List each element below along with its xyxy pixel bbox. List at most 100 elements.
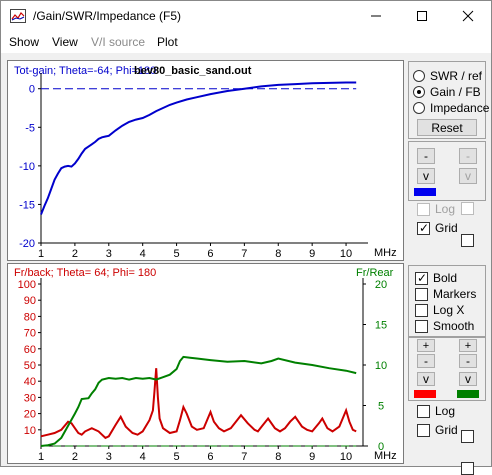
bottom-right-down-button[interactable]: v bbox=[459, 372, 477, 386]
gain-y-tick-label: -15 bbox=[19, 199, 35, 211]
logx-checkbox[interactable] bbox=[415, 303, 428, 317]
impedance-label: Impedance bbox=[430, 101, 490, 115]
gain-x-tick-label: 10 bbox=[340, 248, 352, 260]
minimize-icon bbox=[371, 15, 381, 17]
close-icon bbox=[462, 10, 474, 22]
minimize-button[interactable] bbox=[353, 1, 399, 31]
gain-label: Gain / FB bbox=[430, 85, 481, 99]
fb-plot[interactable]: Fr/back; Theta= 64; Phi= 180 Fr/Rear MHz… bbox=[7, 263, 404, 464]
gain-y-tick-label: 0 bbox=[29, 84, 35, 96]
smooth-toggle[interactable]: Smooth bbox=[415, 319, 474, 333]
fb-x-tick-label: 4 bbox=[140, 451, 146, 463]
fb-left-tick-label: 20 bbox=[24, 409, 36, 421]
swr-radio[interactable] bbox=[413, 70, 425, 82]
fb-x-tick-label: 7 bbox=[241, 451, 247, 463]
bottom-grid-right-checkbox[interactable] bbox=[461, 462, 474, 475]
fb-x-tick-label: 2 bbox=[72, 451, 78, 463]
app-icon bbox=[10, 9, 26, 23]
menu-bar: Show View V/I source Plot bbox=[1, 31, 491, 53]
top-right-down-button[interactable]: v bbox=[459, 168, 477, 184]
logx-label: Log X bbox=[433, 303, 465, 317]
bold-label: Bold bbox=[433, 271, 458, 285]
top-grid-right-checkbox[interactable] bbox=[461, 234, 474, 247]
menu-vi-source[interactable]: V/I source bbox=[91, 35, 146, 49]
bottom-right-color-swatch[interactable] bbox=[457, 390, 479, 398]
close-button[interactable] bbox=[445, 1, 491, 31]
bottom-left-down-button[interactable]: v bbox=[417, 372, 435, 386]
top-log-right-checkbox[interactable] bbox=[461, 202, 474, 215]
fr-rear-series-line bbox=[40, 355, 357, 447]
top-left-color-swatch[interactable] bbox=[414, 188, 436, 196]
bottom-grid-toggle[interactable]: Grid bbox=[417, 423, 458, 437]
options-panel: Bold Markers Log X Smooth bbox=[408, 265, 486, 337]
top-log-checkbox[interactable] bbox=[417, 202, 430, 216]
fb-x-tick-label: 5 bbox=[174, 451, 180, 463]
smooth-checkbox[interactable] bbox=[415, 319, 428, 333]
markers-checkbox[interactable] bbox=[415, 287, 428, 301]
reset-button[interactable]: Reset bbox=[417, 119, 477, 136]
fb-right-tick-label: 20 bbox=[375, 279, 387, 291]
maximize-icon bbox=[417, 11, 427, 21]
menu-plot[interactable]: Plot bbox=[157, 35, 178, 49]
fb-left-tick-label: 80 bbox=[24, 311, 36, 323]
gain-radio[interactable] bbox=[413, 86, 425, 98]
top-log-toggle[interactable]: Log bbox=[417, 202, 455, 216]
gain-x-tick-label: 9 bbox=[309, 248, 315, 260]
gain-chart: Tot-gain; Theta=-64; Phi=180 bev80_basic… bbox=[14, 65, 397, 260]
fb-left-tick-label: 10 bbox=[24, 425, 36, 437]
bold-checkbox[interactable] bbox=[415, 271, 428, 285]
mode-gain[interactable]: Gain / FB bbox=[413, 85, 481, 99]
file-label: bev80_basic_sand.out bbox=[134, 65, 252, 77]
gain-x-tick-label: 3 bbox=[106, 248, 112, 260]
gain-plot[interactable]: Tot-gain; Theta=-64; Phi=180 bev80_basic… bbox=[7, 60, 404, 261]
fb-x-tick-label: 1 bbox=[38, 451, 44, 463]
fb-right-tick-label: 15 bbox=[375, 320, 387, 332]
top-scale-panel: - - v v bbox=[408, 141, 486, 201]
fb-left-tick-label: 70 bbox=[24, 328, 36, 340]
bold-toggle[interactable]: Bold bbox=[415, 271, 457, 285]
maximize-button[interactable] bbox=[399, 1, 445, 31]
top-right-minus-button[interactable]: - bbox=[459, 148, 477, 164]
markers-toggle[interactable]: Markers bbox=[415, 287, 476, 301]
gain-y-tick-label: -10 bbox=[19, 161, 35, 173]
top-left-minus-button[interactable]: - bbox=[417, 148, 435, 164]
fb-left-tick-label: 60 bbox=[24, 344, 36, 356]
top-left-down-button[interactable]: v bbox=[417, 168, 435, 184]
logx-toggle[interactable]: Log X bbox=[415, 303, 464, 317]
mode-impedance[interactable]: Impedance bbox=[413, 101, 489, 115]
fb-chart: Fr/back; Theta= 64; Phi= 180 Fr/Rear MHz… bbox=[14, 267, 397, 463]
top-grid-label: Grid bbox=[435, 221, 458, 235]
bottom-log-toggle[interactable]: Log bbox=[417, 404, 455, 418]
gain-x-tick-label: 2 bbox=[72, 248, 78, 260]
fb-x-unit: MHz bbox=[374, 450, 397, 462]
bottom-log-right-checkbox[interactable] bbox=[461, 430, 474, 443]
fb-plot-caption: Fr/back; Theta= 64; Phi= 180 bbox=[14, 267, 156, 279]
fb-left-tick-label: 100 bbox=[18, 279, 36, 291]
gain-y-tick-label: -5 bbox=[25, 122, 35, 134]
gain-x-tick-label: 5 bbox=[174, 248, 180, 260]
mode-swr[interactable]: SWR / ref bbox=[413, 69, 482, 83]
bottom-left-minus-button[interactable]: - bbox=[417, 354, 435, 368]
menu-show[interactable]: Show bbox=[9, 35, 40, 49]
gain-plot-caption: Tot-gain; Theta=-64; Phi=180 bbox=[14, 65, 156, 77]
bottom-right-minus-button[interactable]: - bbox=[459, 354, 477, 368]
markers-label: Markers bbox=[433, 287, 477, 301]
bottom-log-label: Log bbox=[435, 404, 456, 418]
fb-left-tick-label: 90 bbox=[24, 295, 36, 307]
fb-x-tick-label: 10 bbox=[340, 451, 352, 463]
title-bar: /Gain/SWR/Impedance (F5) bbox=[1, 1, 491, 31]
fr-rear-caption: Fr/Rear bbox=[356, 267, 394, 279]
gain-x-tick-label: 4 bbox=[140, 248, 146, 260]
menu-view[interactable]: View bbox=[52, 35, 78, 49]
bottom-right-plus-button[interactable]: + bbox=[459, 339, 477, 352]
top-grid-checkbox[interactable] bbox=[417, 221, 430, 235]
fb-x-tick-label: 8 bbox=[275, 451, 281, 463]
impedance-radio[interactable] bbox=[413, 102, 425, 114]
bottom-left-plus-button[interactable]: + bbox=[417, 339, 435, 352]
bottom-left-color-swatch[interactable] bbox=[414, 390, 436, 398]
smooth-label: Smooth bbox=[433, 319, 475, 333]
bottom-log-checkbox[interactable] bbox=[417, 404, 430, 418]
bottom-grid-checkbox[interactable] bbox=[417, 423, 430, 437]
top-grid-toggle[interactable]: Grid bbox=[417, 221, 458, 235]
